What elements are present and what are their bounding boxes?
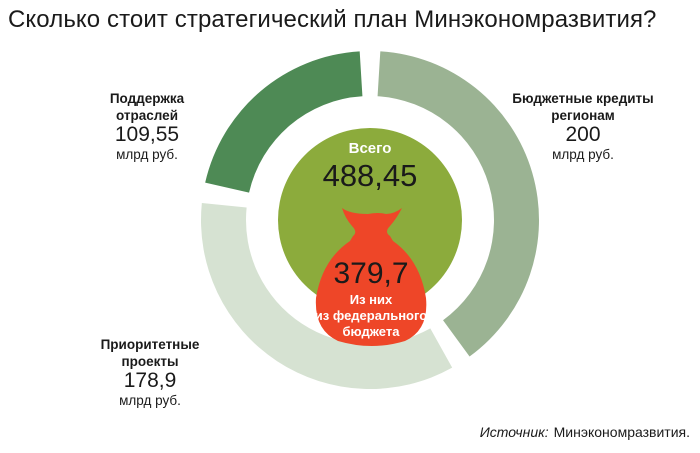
slice-support-industries: [205, 51, 363, 193]
source-label: Источник:: [479, 424, 549, 440]
label-priority-projects: Приоритетные проекты 178,9 млрд руб.: [80, 336, 220, 409]
budget-value: 200: [565, 123, 601, 146]
priority-name-line2: проекты: [121, 354, 179, 369]
slice-budget-loans: [377, 51, 539, 357]
federal-caption-line1: Из них: [350, 292, 393, 307]
center-total-value: 488,45: [323, 158, 418, 193]
support-name-line1: Поддержка: [109, 91, 185, 106]
federal-caption-line2: из федерального: [315, 308, 427, 323]
money-bag-icon: [315, 208, 427, 346]
federal-value: 379,7: [333, 257, 408, 290]
support-unit: млрд руб.: [116, 147, 178, 162]
source-note: Источник: Минэкономразвития.: [480, 424, 690, 440]
budget-name-line2: регионам: [551, 108, 615, 123]
chart-title: Сколько стоит стратегический план Минэко…: [8, 6, 657, 33]
support-value: 109,55: [114, 123, 180, 146]
support-name-line2: отраслей: [116, 108, 178, 123]
priority-value: 178,9: [123, 369, 177, 392]
label-support-industries: Поддержка отраслей 109,55 млрд руб.: [82, 90, 212, 163]
center-total-label: Всего: [349, 140, 392, 157]
source-value: Минэкономразвития.: [553, 424, 690, 440]
priority-name-line1: Приоритетные: [100, 337, 200, 352]
label-budget-loans: Бюджетные кредиты регионам 200 млрд руб.: [488, 90, 678, 163]
budget-unit: млрд руб.: [552, 147, 614, 162]
priority-unit: млрд руб.: [119, 393, 181, 408]
federal-caption-line3: бюджета: [343, 324, 401, 339]
budget-name-line1: Бюджетные кредиты: [512, 91, 654, 106]
